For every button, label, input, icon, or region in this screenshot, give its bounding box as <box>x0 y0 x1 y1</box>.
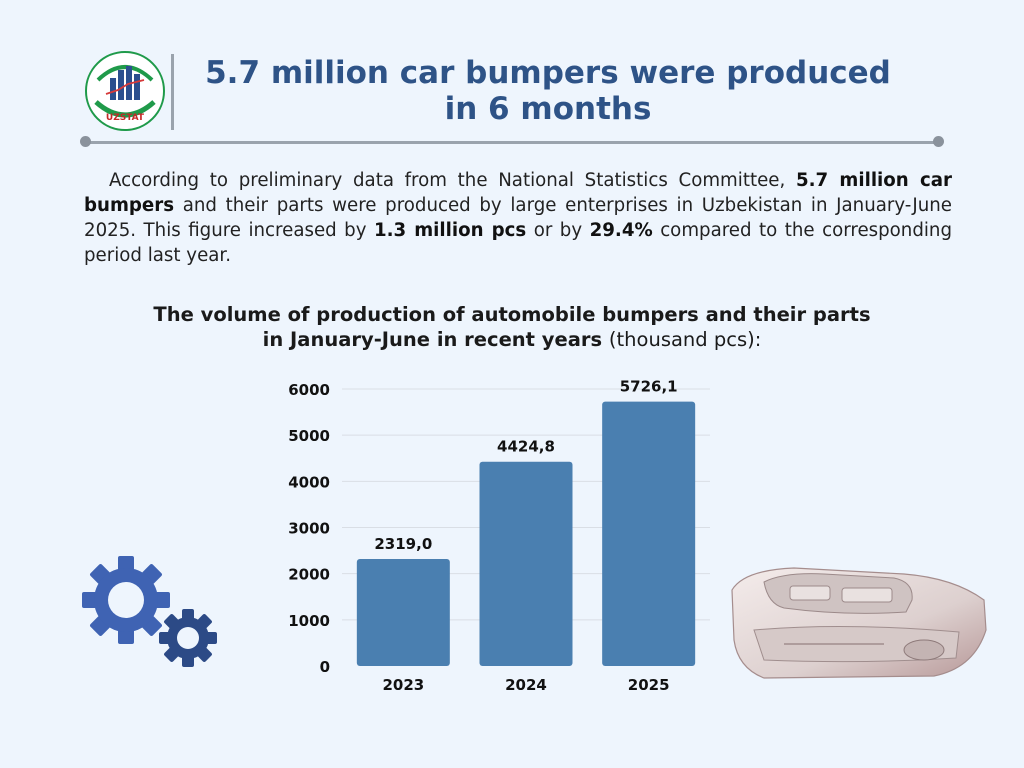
header-divider <box>171 54 174 130</box>
data-label: 5726,1 <box>620 378 678 396</box>
car-bumper-image <box>731 567 987 679</box>
chart-title-text: The volume of production of automobile b… <box>153 303 871 351</box>
bar <box>602 401 696 666</box>
y-tick-label: 6000 <box>288 381 330 399</box>
page-title: 5.7 million car bumpers were produced in… <box>190 55 906 127</box>
intro-paragraph: According to preliminary data from the N… <box>84 168 952 268</box>
para-bold-1: 5.7 million car bumpers <box>84 170 952 216</box>
x-tick-label: 2025 <box>628 676 670 694</box>
para-bold-2: 1.3 million pcs <box>373 220 527 241</box>
rule-dot-right <box>933 136 944 147</box>
x-tick-label: 2024 <box>505 676 547 694</box>
chart-title: The volume of production of automobile b… <box>150 302 874 352</box>
para-text-3: or by <box>526 220 590 241</box>
bar-chart: 0 1000 2000 3000 4000 5000 6000 2319,0 2023 4424,… <box>288 378 710 694</box>
logo-text: UZSTAT <box>106 113 145 123</box>
data-label: 2319,0 <box>374 535 432 553</box>
y-tick-label: 1000 <box>288 612 330 630</box>
para-text-4: compared to the corresponding period las… <box>84 220 952 266</box>
y-tick-label: 2000 <box>288 566 330 584</box>
title-line-1: 5.7 million car bumpers were produced <box>205 55 891 91</box>
horizontal-rule <box>84 141 940 144</box>
para-text-1: According to preliminary data from the N… <box>109 170 796 191</box>
para-text-2: and their parts were produced by large e… <box>84 195 952 241</box>
bar <box>479 461 573 666</box>
y-tick-label: 4000 <box>288 473 330 491</box>
uzstat-logo: UZSTAT <box>85 51 165 131</box>
y-tick-label: 0 <box>320 658 330 676</box>
y-tick-label: 5000 <box>288 427 330 445</box>
data-label: 4424,8 <box>497 438 555 456</box>
x-tick-label: 2023 <box>382 676 424 694</box>
gears-icon <box>82 556 217 667</box>
title-line-2: in 6 months <box>444 91 652 127</box>
y-tick-label: 3000 <box>288 520 330 538</box>
rule-dot-left <box>80 136 91 147</box>
para-bold-3: 29.4% <box>589 220 653 241</box>
chart-title-unit: (thousand pcs): <box>608 328 762 351</box>
bar <box>356 558 450 666</box>
